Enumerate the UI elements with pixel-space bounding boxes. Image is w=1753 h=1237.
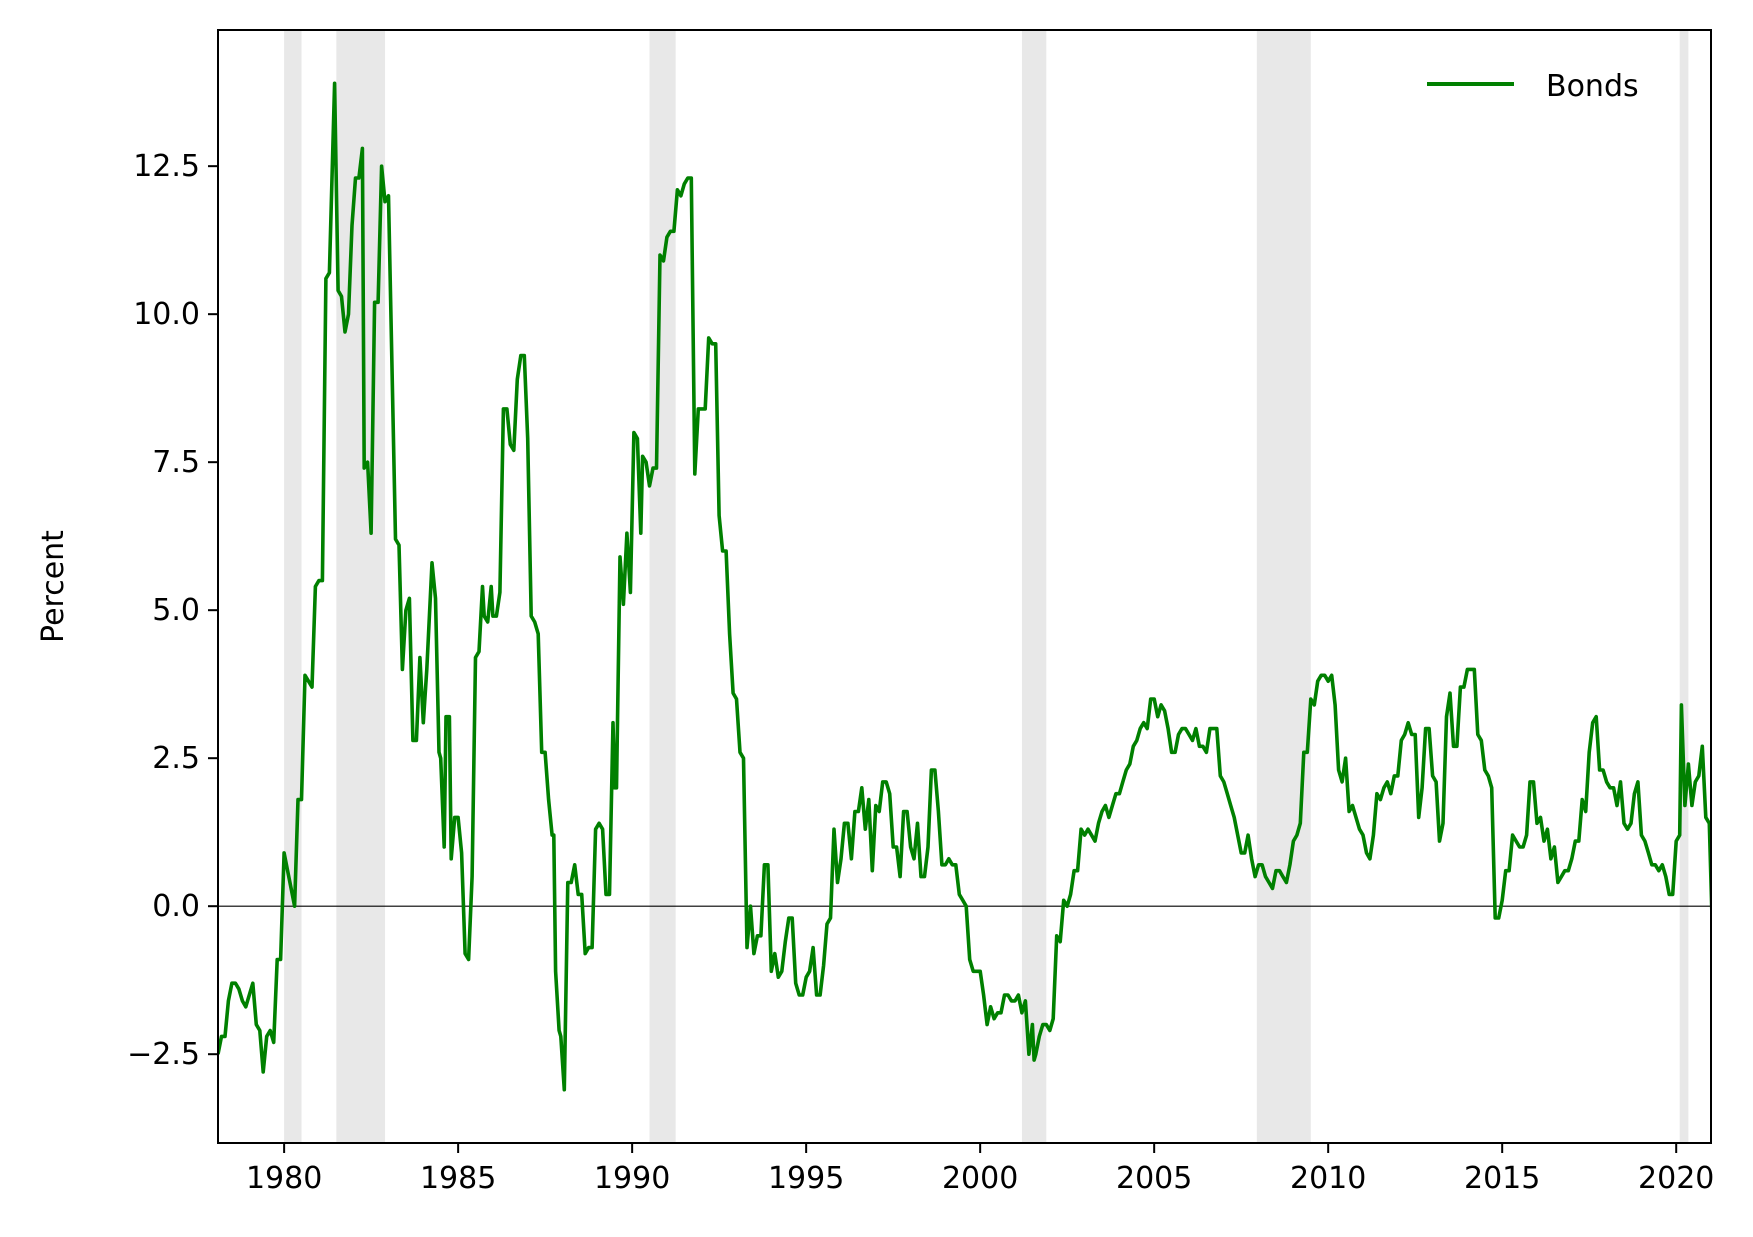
recession-shading xyxy=(284,30,1689,1143)
x-tick-label: 2000 xyxy=(942,1161,1018,1196)
y-tick-label: 0.0 xyxy=(152,889,200,924)
recession-band xyxy=(1021,30,1047,1143)
y-tick-label: 5.0 xyxy=(152,593,200,628)
x-tick-label: 2020 xyxy=(1638,1161,1714,1196)
recession-band xyxy=(1256,30,1311,1143)
y-axis-label: Percent xyxy=(36,530,71,643)
y-tick-label: −2.5 xyxy=(127,1037,200,1072)
x-tick-label: 1995 xyxy=(768,1161,844,1196)
recession-band xyxy=(649,30,676,1143)
series-line-bonds xyxy=(218,81,1711,1092)
y-tick-label: 2.5 xyxy=(152,741,200,776)
x-tick-label: 2015 xyxy=(1464,1161,1540,1196)
y-tick-label: 12.5 xyxy=(133,149,200,184)
recession-band xyxy=(1679,30,1689,1143)
x-tick-label: 2010 xyxy=(1290,1161,1366,1196)
series-lines xyxy=(218,81,1711,1092)
legend-label-bonds: Bonds xyxy=(1546,69,1639,104)
x-tick-label: 1990 xyxy=(594,1161,670,1196)
recession-band xyxy=(336,30,386,1143)
x-tick-label: 1985 xyxy=(420,1161,496,1196)
x-tick-label: 2005 xyxy=(1116,1161,1192,1196)
y-tick-label: 7.5 xyxy=(152,445,200,480)
x-axis-ticks: 1980 1985 1990 1995 2000 2005 2010 2015 2020 xyxy=(246,1143,1714,1196)
plot-frame xyxy=(217,29,1712,1144)
y-axis-ticks: −2.5 0.0 2.5 5.0 7.5 10.0 12.5 xyxy=(127,149,218,1072)
x-tick-label: 1980 xyxy=(246,1161,322,1196)
recession-band xyxy=(284,30,302,1143)
legend: Bonds xyxy=(1427,69,1639,104)
y-tick-label: 10.0 xyxy=(133,297,200,332)
